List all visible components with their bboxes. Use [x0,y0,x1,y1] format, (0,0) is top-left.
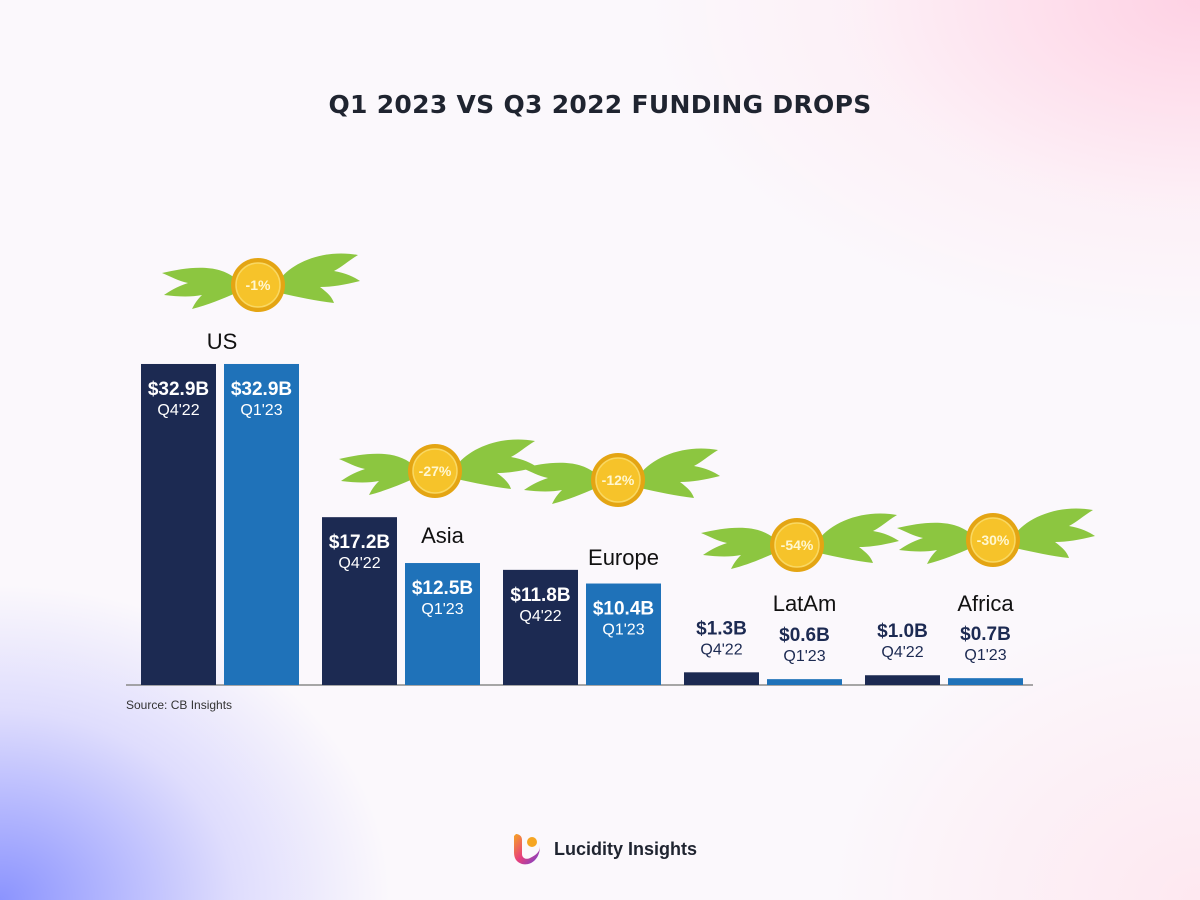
bar-value-label: $32.9B [148,379,209,400]
chart-title: Q1 2023 VS Q3 2022 FUNDING DROPS [328,90,872,119]
left-wing-icon [701,527,775,569]
left-wing-icon [897,522,971,564]
right-wing-icon [819,513,899,563]
bar-latam-q1-23 [767,679,842,685]
bar-group-latam: $1.3B Q4'22 $0.6B Q1'23 LatAm -54% [684,513,899,685]
percent-change-label: -30% [977,532,1010,548]
bar-europe-q1-23 [586,583,661,685]
bar-latam-q4-22 [684,672,759,685]
bar-period-label: Q1'23 [240,402,282,419]
winged-coin-africa: -30% [897,508,1095,567]
lucidity-logo-icon [514,834,540,865]
brand-name: Lucidity Insights [554,838,698,859]
bar-group-africa: $1.0B Q4'22 $0.7B Q1'23 Africa -30% [865,508,1095,685]
left-wing-icon [339,453,413,495]
winged-coin-asia: -27% [339,439,537,498]
coin-face [774,522,820,568]
bar-period-label: Q4'22 [519,608,561,625]
bar-group-us: $32.9B Q4'22 $32.9B Q1'23 US -1% [141,253,360,685]
region-label: US [207,329,238,354]
right-wing-icon [457,439,537,489]
bar-period-label: Q4'22 [881,644,923,661]
bar-value-label: $10.4B [593,599,654,620]
source-note: Source: CB Insights [126,698,233,712]
bar-value-label: $12.5B [412,578,473,599]
bar-us-q1-23 [224,363,299,685]
bar-value-label: $1.0B [877,621,928,642]
bar-period-label: Q1'23 [421,601,463,618]
right-wing-icon [640,448,720,498]
left-wing-icon [522,462,596,504]
right-wing-icon [1015,508,1095,558]
bar-period-label: Q4'22 [338,555,380,572]
right-wing-icon [280,253,360,303]
percent-change-label: -12% [602,472,635,488]
bar-asia-q4-22 [322,517,397,685]
bar-africa-q1-23 [948,678,1023,685]
bar-us-q4-22 [141,363,216,685]
region-label: LatAm [773,591,837,616]
coin-face [412,448,458,494]
bar-group-asia: $17.2B Q4'22 $12.5B Q1'23 Asia -27% [322,439,537,685]
percent-change-label: -1% [246,277,271,293]
bar-value-label: $1.3B [696,618,747,639]
winged-coin-us: -1% [162,253,360,312]
percent-change-label: -27% [419,463,452,479]
left-wing-icon [162,267,236,309]
bar-period-label: Q4'22 [157,402,199,419]
bar-period-label: Q1'23 [602,622,644,639]
bar-europe-q4-22 [503,569,578,685]
winged-coin-europe: -12% [522,448,720,507]
bar-value-label: $0.7B [960,624,1011,645]
region-label: Europe [588,545,659,570]
bar-value-label: $0.6B [779,625,830,646]
region-label: Asia [421,523,465,548]
bar-period-label: Q1'23 [964,647,1006,664]
bar-value-label: $32.9B [231,379,292,400]
bar-group-europe: $11.8B Q4'22 $10.4B Q1'23 Europe -12% [503,448,720,685]
bar-period-label: Q4'22 [700,641,742,658]
bar-period-label: Q1'23 [783,648,825,665]
bar-asia-q1-23 [405,563,480,685]
coin-face [970,517,1016,563]
bar-africa-q4-22 [865,675,940,685]
region-label: Africa [957,591,1014,616]
bar-value-label: $17.2B [329,532,390,553]
winged-coin-latam: -54% [701,513,899,572]
coin-face [595,457,641,503]
coin-face [235,262,281,308]
percent-change-label: -54% [781,537,814,553]
brand-logo-lockup: Lucidity Insights [512,832,697,866]
bar-value-label: $11.8B [510,585,570,606]
